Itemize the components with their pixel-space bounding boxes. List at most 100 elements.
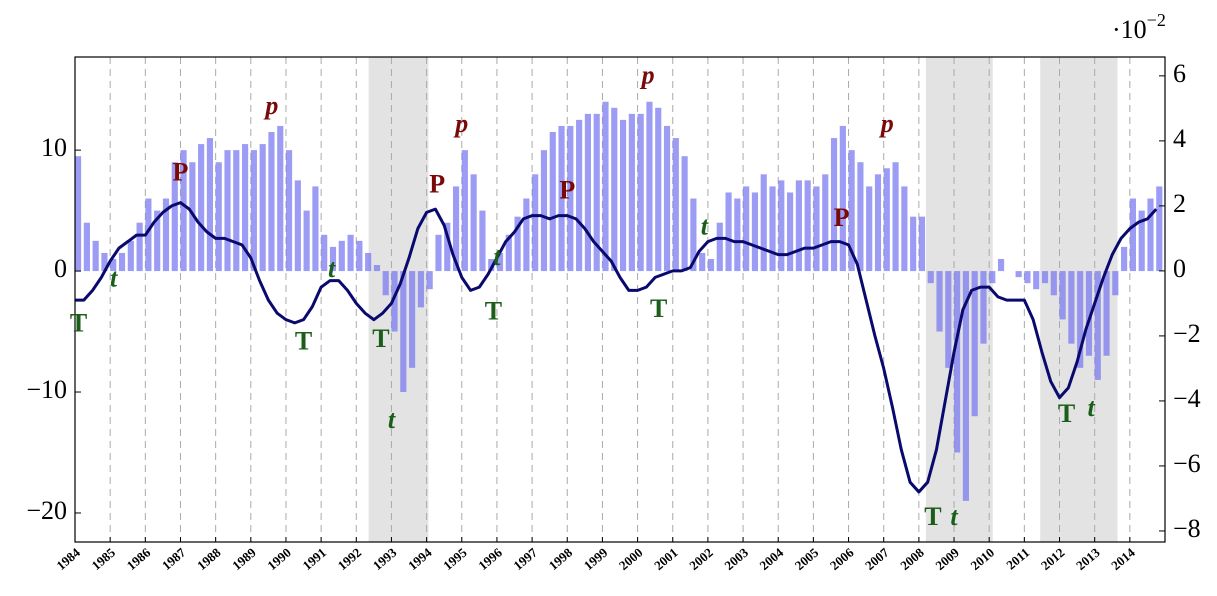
bar (312, 186, 319, 272)
bar (1059, 271, 1066, 320)
y2-tick-label: 4 (1173, 124, 1186, 153)
annotation: P (173, 157, 189, 186)
bar (593, 113, 600, 272)
bar (1147, 198, 1154, 272)
bar (162, 198, 170, 272)
annotation: P (559, 175, 575, 204)
x-tick-label: 1995 (440, 544, 470, 573)
bar (804, 180, 811, 272)
bar (1041, 271, 1049, 284)
bar (259, 144, 266, 272)
bar (576, 119, 583, 272)
bar (567, 125, 574, 272)
bar (110, 258, 117, 272)
x-tick-label: 2009 (932, 544, 962, 573)
annotation: T (485, 296, 502, 325)
annotation: t (388, 405, 396, 434)
annotation: t (701, 212, 709, 241)
x-tick-label: 2006 (827, 544, 857, 573)
bar (250, 150, 257, 272)
bar (663, 125, 671, 272)
bar (1121, 246, 1128, 272)
bar (400, 271, 407, 393)
bar (1112, 271, 1119, 296)
bar (180, 150, 187, 272)
annotation: P (429, 169, 445, 198)
bar (101, 252, 108, 272)
x-tick-label: 2014 (1108, 544, 1138, 573)
bar (347, 234, 354, 272)
x-tick-label: 2005 (792, 544, 822, 573)
plot-frame (74, 56, 1166, 543)
x-tick-label: 1988 (194, 544, 224, 573)
bar (242, 144, 249, 272)
annotation: T (372, 324, 389, 353)
bar (822, 174, 829, 272)
bar (92, 240, 99, 272)
bar (1077, 271, 1084, 368)
annotation: P (834, 203, 850, 232)
bar (224, 150, 231, 272)
bar (198, 144, 205, 272)
bar (655, 107, 662, 272)
bar (409, 271, 416, 368)
x-tick-label: 1996 (475, 544, 505, 573)
bar (892, 162, 899, 272)
x-tick-label: 1993 (370, 544, 400, 573)
x-tick-label: 2001 (651, 545, 681, 573)
bar (927, 271, 934, 284)
bar (778, 180, 785, 272)
bar (356, 240, 363, 272)
bar (452, 186, 460, 272)
bar (171, 162, 178, 272)
bar (505, 234, 512, 272)
y-tick-label: 0 (54, 254, 67, 283)
y-tick-label: 10 (41, 133, 67, 162)
bar (1103, 271, 1110, 356)
bar (725, 192, 732, 272)
bar (1094, 271, 1101, 380)
bar (839, 125, 846, 272)
annotation: p (453, 109, 468, 138)
bar (883, 168, 890, 272)
bar (189, 162, 196, 272)
bar (532, 174, 539, 272)
bar (206, 138, 214, 272)
y2-tick-label: 2 (1173, 189, 1186, 218)
bar (514, 216, 521, 272)
bar (1085, 271, 1093, 356)
bar (118, 252, 126, 272)
bar (268, 131, 275, 272)
bar (910, 216, 917, 272)
x-tick-label: 1986 (124, 544, 154, 573)
y2-tick-label: −4 (1173, 384, 1201, 413)
x-tick-label: 2010 (968, 545, 998, 573)
annotation: p (263, 91, 278, 120)
bar (1068, 271, 1075, 344)
bar (558, 125, 565, 272)
bar (672, 138, 679, 272)
bar (75, 156, 82, 272)
bar (716, 222, 723, 272)
bar (980, 271, 987, 344)
bar (444, 222, 451, 272)
bar (620, 119, 627, 272)
bar (769, 186, 776, 272)
bar (426, 271, 433, 290)
x-tick-label: 2008 (897, 544, 927, 573)
bar (787, 192, 794, 272)
x-tick-label: 2007 (862, 544, 892, 573)
x-tick-label: 2002 (686, 545, 716, 573)
y2-tick-label: −2 (1173, 319, 1201, 348)
bar (435, 234, 442, 272)
bar (461, 150, 468, 272)
bar (127, 240, 134, 272)
bar (83, 222, 90, 272)
bar (145, 198, 152, 272)
bar (215, 162, 222, 272)
bar (628, 113, 635, 272)
bar (233, 150, 240, 272)
x-tick-label: 2003 (721, 544, 751, 573)
bar (962, 271, 969, 501)
